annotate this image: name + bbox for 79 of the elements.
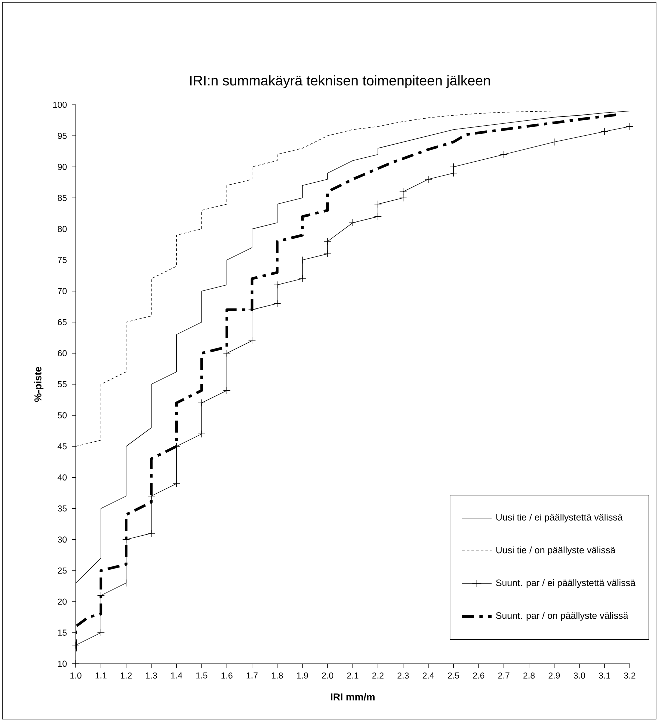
point [450,170,458,178]
x-tick-label: 2.8 [524,672,535,679]
x-tick-label: 1.1 [96,672,107,679]
x-tick-label: 2.7 [498,672,510,679]
point [198,430,206,438]
x-tick-label: 2.5 [448,672,460,679]
legend-label: Uusi tie / on päällyste välissä [496,546,616,556]
y-tick-label: 50 [58,412,67,419]
x-tick-label: 3.2 [624,672,636,679]
x-tick-label: 1.3 [146,672,158,679]
x-tick-label: 2.4 [422,672,434,679]
y-tick-label: 65 [58,319,67,326]
x-tick-label: 3.1 [599,672,610,679]
x-tick-label: 1.2 [121,672,132,679]
point [374,200,382,208]
y-tick-label: 60 [58,350,67,357]
y-tick-label: 40 [58,474,67,481]
y-tick-label: 100 [54,102,67,108]
point [172,442,180,450]
y-tick-label: 85 [58,195,67,202]
x-tick-label: 3.0 [574,672,586,679]
y-tick-label: 20 [58,598,67,605]
point [274,300,282,308]
x-tick-label: 1.6 [222,672,233,679]
point [72,642,80,650]
point [298,275,306,283]
point [550,138,558,146]
x-tick-label: 2.1 [347,672,359,679]
point [274,281,282,289]
y-tick-label: 95 [58,133,67,140]
point [626,123,634,130]
point [601,128,609,136]
x-tick-label: 1.7 [246,672,258,679]
x-tick-label: 1.8 [272,672,284,679]
point [298,256,306,264]
legend-label: Suunt. par / on päällyste välissä [496,612,628,621]
point [374,213,382,221]
legend-label: Suunt. par / ei päällystettä välissä [496,580,636,588]
x-tick-label: 1.0 [70,672,82,679]
point [424,176,432,184]
y-tick-label: 15 [58,630,67,636]
y-tick-label: 55 [58,381,67,388]
point [324,238,332,246]
x-tick-label: 2.3 [398,672,409,679]
x-tick-label: 1.5 [196,672,208,679]
legend-label: Uusi tie / ei päällystettä välissä [496,514,623,523]
point [324,250,332,258]
x-tick-label: 1.4 [171,672,182,679]
point [223,350,231,358]
point [97,629,105,637]
point [400,194,408,202]
point [400,188,408,196]
y-tick-label: 10 [58,660,67,668]
y-tick-label: 35 [58,506,67,512]
y-tick-label: 25 [58,568,67,574]
x-tick-label: 2.6 [473,672,485,679]
x-axis-title: IRI mm/m [331,693,375,701]
x-tick-label: 2.0 [322,672,334,679]
point [349,219,357,227]
y-axis-title: %-piste [34,367,44,402]
point [122,580,130,587]
y-tick-label: 45 [58,444,67,450]
y-tick-label: 90 [58,164,67,170]
point [223,386,231,394]
x-tick-label: 1.9 [297,672,308,679]
y-tick-label: 70 [58,288,67,294]
point [172,480,180,488]
point [248,337,256,345]
y-tick-label: 75 [58,257,67,264]
point [450,163,458,171]
point [500,150,508,158]
y-tick-label: 80 [58,226,67,232]
point [148,530,156,538]
x-tick-label: 2.9 [548,672,560,679]
x-tick-label: 2.2 [372,672,384,679]
point [97,592,105,600]
y-tick-label: 30 [58,536,67,543]
point [198,399,206,407]
chart-title: IRI:n summakäyrä teknisen toimenpiteen jälkeen [190,75,490,89]
